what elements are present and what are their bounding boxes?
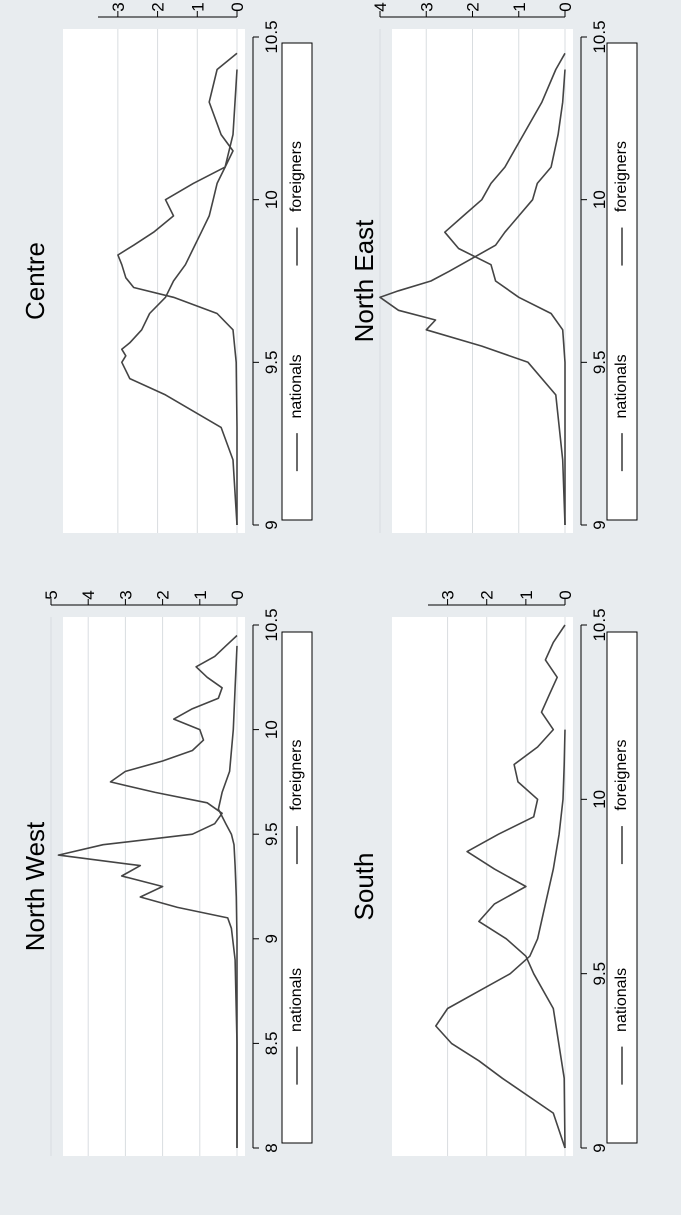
series-line-foreigners (466, 624, 566, 1149)
panel-centre: 0 1 2 3 9 9.5 10 10.5 Centre nationals foreigners (20, 2, 313, 533)
y-tick-label: 1 (510, 2, 529, 11)
x-tick-label: 9 (262, 520, 281, 529)
legend-label-nationals: nationals (613, 968, 630, 1032)
x-tick-label: 10.5 (590, 608, 609, 641)
y-tick-label: 5 (42, 590, 61, 599)
plot-area (63, 617, 245, 1156)
y-tick-label: 2 (478, 590, 497, 599)
x-tick-label: 9.5 (590, 962, 609, 986)
x-tick-label: 8 (262, 1143, 281, 1152)
panel-south: 0 1 2 3 9 9.5 10 10.5 South nationals foreigners (349, 590, 638, 1156)
panel-north-east: 0 1 2 3 4 9 9.5 10 10.5 North East nationals foreig… (349, 2, 638, 533)
legend-label-foreigners: foreigners (288, 740, 305, 811)
y-tick-label: 0 (228, 2, 247, 11)
legend-label-nationals: nationals (288, 968, 305, 1032)
x-tick-label: 9.5 (262, 351, 281, 375)
y-tick-label: 4 (371, 2, 390, 11)
legend-label-foreigners: foreigners (613, 740, 630, 811)
legend-label-nationals: nationals (613, 354, 630, 418)
plot-area (63, 29, 245, 533)
series-line-nationals (217, 645, 238, 1148)
x-tick-label: 10.5 (262, 608, 281, 641)
y-tick-label: 3 (116, 590, 135, 599)
panel-title: Centre (20, 242, 50, 320)
y-tick-label: 0 (556, 2, 575, 11)
y-tick-label: 2 (149, 2, 168, 11)
series-line-nationals (379, 69, 566, 526)
y-tick-label: 1 (517, 590, 536, 599)
x-tick-label: 8.5 (262, 1032, 281, 1056)
series-line-nationals (435, 729, 566, 1149)
x-tick-label: 10.5 (262, 20, 281, 53)
x-tick-label: 9 (590, 520, 609, 529)
x-tick-label: 10 (262, 720, 281, 739)
x-tick-label: 10.5 (590, 20, 609, 53)
x-tick-label: 9.5 (262, 822, 281, 846)
legend-label-foreigners: foreigners (288, 141, 305, 212)
legend-label-foreigners: foreigners (613, 141, 630, 212)
y-tick-label: 1 (191, 590, 210, 599)
legend-label-nationals: nationals (288, 354, 305, 418)
x-tick-label: 9.5 (590, 351, 609, 375)
series-line-foreigners (57, 634, 238, 1148)
panel-title: South (349, 853, 379, 921)
y-tick-label: 1 (188, 2, 207, 11)
plot-area (392, 29, 573, 533)
x-tick-label: 10 (262, 190, 281, 209)
x-tick-label: 9 (262, 934, 281, 943)
y-tick-label: 2 (464, 2, 483, 11)
y-tick-label: 2 (154, 590, 173, 599)
x-tick-label: 9 (590, 1143, 609, 1152)
y-tick-label: 3 (417, 2, 436, 11)
panel-title: North East (349, 219, 379, 343)
series-line-foreigners (444, 52, 566, 525)
y-tick-label: 3 (109, 2, 128, 11)
y-tick-label: 3 (439, 590, 458, 599)
y-tick-label: 0 (556, 590, 575, 599)
panel-title: North West (20, 821, 50, 951)
y-tick-label: 4 (79, 590, 98, 599)
series-line-foreigners (117, 52, 238, 525)
x-tick-label: 10 (590, 790, 609, 809)
plot-area (392, 617, 573, 1156)
y-tick-label: 0 (228, 590, 247, 599)
x-tick-label: 10 (590, 190, 609, 209)
panel-north-west: 0 1 2 3 4 5 8 8.5 9 9.5 10 10.5 North West nationals f… (20, 590, 313, 1156)
series-line-nationals (121, 69, 238, 526)
